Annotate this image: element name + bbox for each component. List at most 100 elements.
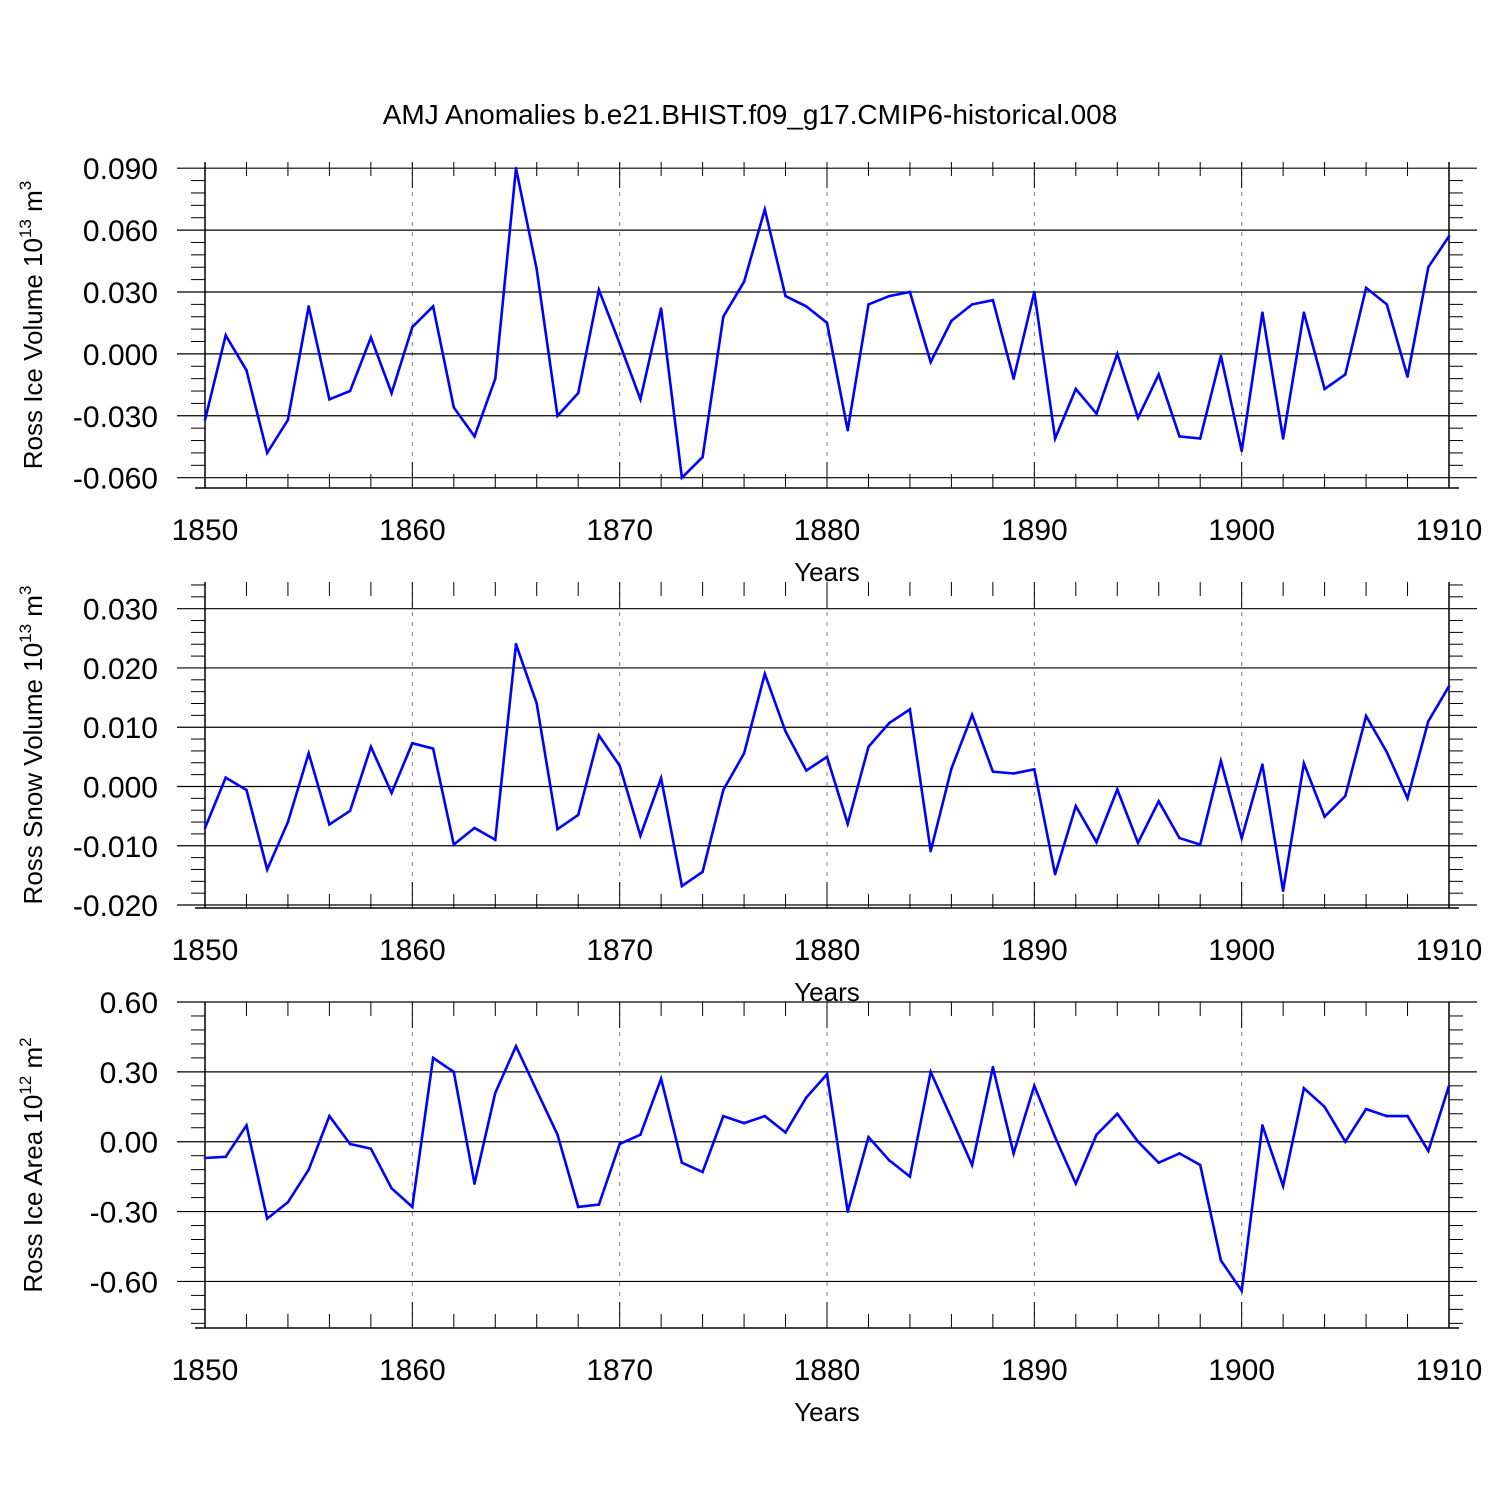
chart-3-y-tick-label: 0.30 — [100, 1057, 158, 1090]
chart-1-data-point — [411, 325, 414, 329]
chart-1-data-point — [1157, 373, 1161, 376]
chart-1-data-point — [887, 294, 891, 298]
chart-2-data-point — [1053, 872, 1057, 876]
chart-1-data-point — [576, 391, 580, 395]
chart-2-data-point — [1302, 762, 1306, 765]
chart-1-data-point — [1053, 437, 1057, 440]
chart-2-y-tick-label: 0.020 — [83, 653, 158, 686]
chart-2-data-point — [1012, 772, 1015, 775]
chart-1-data-point — [1178, 435, 1181, 438]
chart-2-data-point — [1240, 836, 1243, 840]
chart-1-data-point — [1033, 290, 1036, 294]
chart-3-data-point — [328, 1114, 331, 1118]
chart-1-data-point — [1385, 303, 1389, 306]
chart-1-x-tick-label: 1870 — [586, 514, 653, 547]
chart-3-data-point — [245, 1124, 248, 1127]
chart-1-x-tick-label: 1880 — [794, 514, 861, 547]
chart-1-data-point — [1344, 373, 1347, 376]
chart-3-x-tick-label: 1870 — [586, 1354, 653, 1387]
chart-1-data-point — [929, 360, 932, 364]
chart-3-data-point — [867, 1135, 870, 1139]
chart-1-data-point — [203, 418, 207, 422]
chart-1-data-point — [867, 303, 870, 306]
chart-3-data-point — [618, 1142, 621, 1146]
chart-2-data-point — [908, 708, 912, 711]
chart-2-data-point — [639, 834, 642, 837]
chart-1-data-point — [680, 476, 684, 479]
chart-2-data-point — [1344, 794, 1347, 798]
chart-3-data-point — [224, 1155, 228, 1159]
chart-2-x-tick-label: 1880 — [794, 934, 861, 967]
chart-1-data-point — [1198, 437, 1202, 440]
chart-1-data-point — [431, 305, 435, 308]
chart-2-data-point — [1178, 836, 1181, 840]
chart-3-data-point — [639, 1133, 642, 1137]
chart-2-y-tick-label: -0.020 — [73, 890, 158, 923]
chart-1-data-point — [328, 397, 331, 401]
chart-1-data-point — [1240, 449, 1243, 453]
chart-3-data-point — [1364, 1107, 1368, 1111]
chart-1-y-tick-label: 0.000 — [83, 339, 158, 372]
chart-3-data-point — [1302, 1086, 1306, 1090]
chart-3-data-point — [1095, 1133, 1098, 1137]
chart-3-data-point — [1157, 1161, 1161, 1164]
chart-2-data-point — [286, 820, 290, 824]
chart-3-data-point — [493, 1091, 497, 1095]
chart-3-data-point — [1344, 1140, 1347, 1144]
chart-2-data-point — [1095, 840, 1098, 844]
chart-1-data-point — [348, 389, 352, 393]
chart-3-x-tick-label: 1890 — [1001, 1354, 1068, 1387]
chart-3-data-point — [348, 1142, 352, 1146]
chart-3-data-point — [887, 1159, 891, 1162]
chart-1-data-point — [1281, 437, 1285, 440]
chart-2-data-point — [307, 751, 310, 755]
chart-1-data-point — [825, 321, 829, 325]
chart-1-data-point — [618, 342, 621, 345]
chart-1-y-tick-label: 0.090 — [83, 153, 158, 186]
chart-3-y-tick-label: -0.60 — [90, 1266, 158, 1299]
chart-1-data-point — [804, 305, 808, 308]
chart-1-data-point — [659, 307, 663, 310]
chart-3-data-point — [908, 1175, 912, 1178]
chart-3-data-point — [452, 1070, 456, 1074]
chart-3-data-point — [1198, 1163, 1202, 1167]
chart-2-x-tick-label: 1860 — [379, 934, 446, 967]
chart-2-y-tick-label: -0.010 — [73, 831, 158, 864]
chart-2-data-point — [535, 702, 539, 705]
chart-1-data-point — [784, 294, 787, 298]
chart-2-data-point — [245, 788, 248, 792]
chart-3-x-tick-label: 1850 — [172, 1354, 239, 1387]
chart-2-data-point — [203, 826, 207, 830]
chart-3-data-point — [742, 1121, 746, 1125]
chart-1-data-point — [991, 298, 995, 302]
chart-3-data-point — [1053, 1135, 1057, 1139]
chart-3-data-point — [701, 1170, 704, 1174]
chart-2-data-point — [680, 884, 684, 888]
chart-1-data-point — [1364, 286, 1368, 290]
chart-3-data-point — [1426, 1149, 1430, 1153]
chart-1-y-tick-label: -0.060 — [73, 463, 158, 496]
chart-1-data-point — [970, 303, 974, 306]
chart-1-x-tick-label: 1900 — [1208, 514, 1275, 547]
chart-2-data-point — [804, 769, 808, 772]
chart-3-data-point — [1074, 1182, 1078, 1185]
chart-3-data-point — [556, 1133, 559, 1137]
chart-2-data-point — [950, 767, 953, 771]
chart-2-data-point — [1447, 685, 1451, 688]
chart-2-data-point — [763, 672, 767, 676]
chart-2-data-point — [597, 734, 601, 737]
chart-1-data-point — [514, 166, 518, 170]
chart-2-data-point — [556, 827, 559, 831]
chart-1-y-tick-label: 0.030 — [83, 277, 158, 310]
chart-2-data-point — [722, 788, 725, 792]
chart-2-y-axis-label: Ross Snow Volume 1013 m3 — [16, 586, 48, 905]
chart-2-data-point — [1385, 750, 1389, 754]
chart-3-data-point — [431, 1056, 435, 1060]
chart-1-data-point — [245, 369, 248, 372]
chart-3-data-point — [1281, 1184, 1285, 1188]
chart-panel-3: -0.60 -0.30 0.00 0.30 0.60 1850 1860 1870 1880 18… — [16, 987, 1482, 1427]
chart-1-data-point — [1095, 412, 1098, 416]
chart-3-data-point — [203, 1156, 207, 1160]
chart-1-data-point — [597, 288, 601, 292]
chart-3-data-point — [846, 1210, 850, 1213]
